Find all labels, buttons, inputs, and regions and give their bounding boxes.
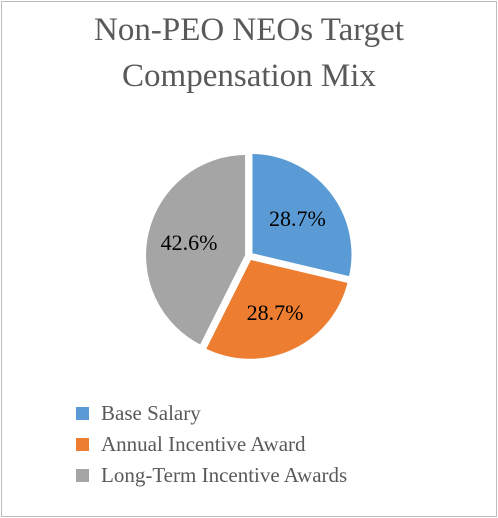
legend-swatch-long-term-incentive xyxy=(76,469,89,482)
chart-title-line-1: Non-PEO NEOs Target xyxy=(94,12,404,48)
pie-slice-long-term-incentive xyxy=(143,151,249,349)
legend-label-annual-incentive: Annual Incentive Award xyxy=(101,432,306,456)
pie-slice-annual-incentive xyxy=(202,256,352,362)
pie-slice-base-salary xyxy=(249,150,355,280)
legend: Base Salary Annual Incentive Award Long-… xyxy=(76,398,347,491)
legend-swatch-base-salary xyxy=(76,407,89,420)
pie-label-base-salary: 28.7% xyxy=(269,206,326,231)
chart-title-line-2: Compensation Mix xyxy=(122,58,376,94)
legend-label-base-salary: Base Salary xyxy=(101,401,201,425)
pie-label-long-term-incentive: 42.6% xyxy=(161,230,218,255)
pie-label-annual-incentive: 28.7% xyxy=(247,300,304,325)
legend-label-long-term-incentive: Long-Term Incentive Awards xyxy=(101,463,348,487)
legend-item-base-salary: Base Salary xyxy=(76,398,347,429)
legend-item-long-term-incentive: Long-Term Incentive Awards xyxy=(76,460,347,491)
legend-swatch-annual-incentive xyxy=(76,438,89,451)
legend-item-annual-incentive: Annual Incentive Award xyxy=(76,429,347,460)
